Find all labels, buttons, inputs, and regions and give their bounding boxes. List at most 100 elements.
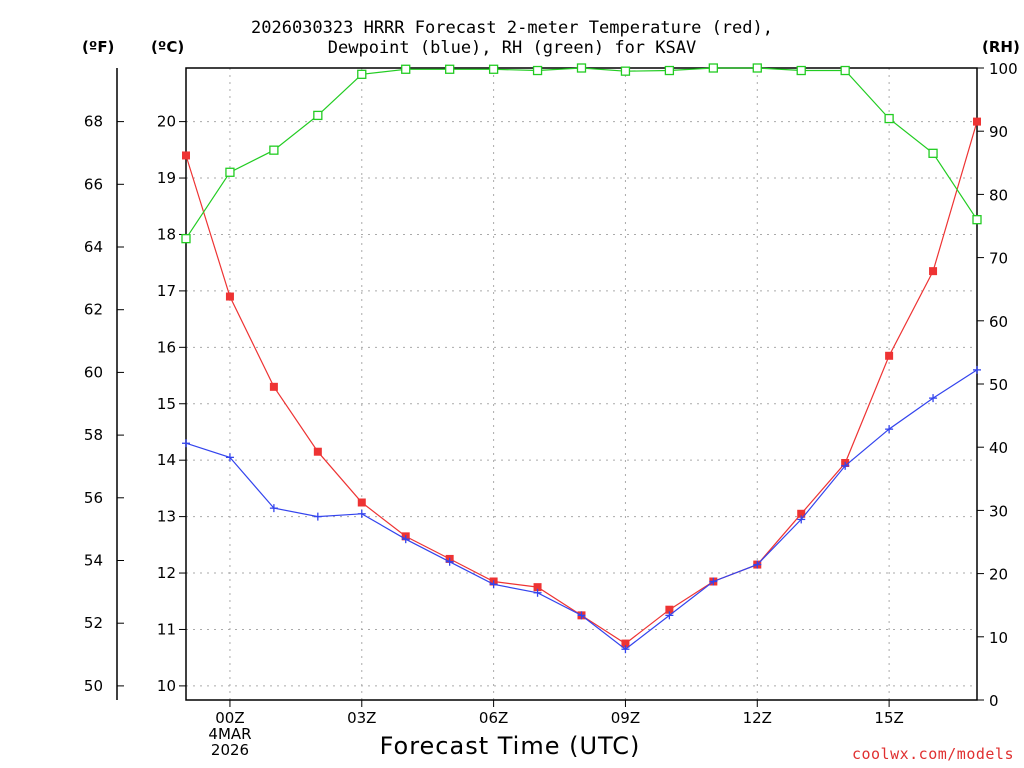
dewpoint-marker bbox=[357, 509, 366, 518]
fahrenheit-tick-label: 60 bbox=[84, 363, 103, 381]
date-label-month: 4MAR bbox=[208, 725, 252, 743]
rh-tick-label: 70 bbox=[989, 250, 1008, 268]
rh-tick-label: 20 bbox=[989, 566, 1008, 584]
dewpoint-marker bbox=[665, 611, 674, 620]
x-axis-title: Forecast Time (UTC) bbox=[379, 732, 641, 760]
rh-marker bbox=[576, 63, 587, 73]
rh-marker bbox=[269, 145, 279, 155]
celsius-tick-label: 10 bbox=[157, 677, 176, 695]
chart-title-line1: 2026030323 HRRR Forecast 2-meter Tempera… bbox=[251, 18, 773, 38]
rh-marker bbox=[664, 65, 675, 76]
rh-marker bbox=[401, 64, 411, 74]
dewpoint-marker bbox=[885, 425, 894, 434]
dewpoint-marker bbox=[313, 512, 322, 521]
rh-tick-label: 100 bbox=[989, 60, 1018, 78]
rh-tick-label: 90 bbox=[989, 123, 1008, 141]
rh-marker bbox=[313, 110, 323, 121]
fahrenheit-tick-label: 68 bbox=[84, 113, 103, 131]
celsius-tick-label: 19 bbox=[157, 169, 176, 187]
dewpoint-marker bbox=[973, 365, 981, 374]
date-label: 4MAR 2026 bbox=[200, 726, 260, 758]
temperature-marker bbox=[797, 509, 806, 518]
rh-marker bbox=[357, 69, 367, 79]
rh-marker bbox=[708, 63, 718, 73]
temperature-line bbox=[185, 121, 978, 645]
dewpoint-marker bbox=[401, 535, 410, 544]
fahrenheit-tick-label: 64 bbox=[84, 238, 103, 256]
rh-marker bbox=[225, 167, 235, 177]
celsius-tick-label: 13 bbox=[157, 508, 176, 526]
rh-marker bbox=[840, 65, 850, 76]
dewpoint-marker bbox=[797, 515, 806, 524]
series-layer bbox=[181, 63, 982, 654]
celsius-tick-label: 17 bbox=[157, 282, 176, 300]
rh-marker bbox=[620, 66, 631, 76]
rh-tick-label: 40 bbox=[989, 439, 1008, 457]
x-tick-label: 06Z bbox=[479, 709, 508, 727]
rh-marker bbox=[752, 63, 762, 73]
rh-marker bbox=[796, 65, 806, 76]
dewpoint-line bbox=[185, 369, 978, 650]
dewpoint-marker bbox=[533, 588, 542, 597]
fahrenheit-tick-label: 56 bbox=[84, 489, 103, 507]
x-tick-label: 00Z bbox=[215, 709, 244, 727]
x-tick-label: 12Z bbox=[743, 709, 772, 727]
rh-marker bbox=[884, 113, 894, 124]
dewpoint-marker bbox=[753, 560, 762, 569]
rh-tick-label: 10 bbox=[989, 629, 1008, 647]
temperature-marker bbox=[182, 151, 190, 160]
temperature-marker bbox=[665, 605, 674, 614]
plot-frame bbox=[185, 67, 978, 701]
temperature-marker bbox=[533, 583, 542, 592]
dewpoint-marker bbox=[445, 557, 454, 566]
celsius-tick-label: 14 bbox=[157, 451, 176, 469]
temperature-marker bbox=[313, 447, 322, 456]
date-label-year: 2026 bbox=[210, 741, 250, 759]
temperature-marker bbox=[621, 639, 630, 648]
rh-tick-label: 60 bbox=[989, 313, 1008, 331]
dewpoint-marker bbox=[577, 611, 586, 620]
dewpoint-marker bbox=[225, 453, 234, 462]
celsius-tick-label: 16 bbox=[157, 338, 176, 356]
rh-unit-label: (RH) bbox=[982, 38, 1020, 56]
tick-labels: 10 11 12 13 14 15 16 17 18 19 20 50 52 54 56 58 60 62 64 66… bbox=[84, 60, 1018, 727]
dewpoint-marker bbox=[709, 577, 718, 586]
fahrenheit-tick-label: 52 bbox=[84, 614, 103, 632]
fahrenheit-tick-label: 58 bbox=[84, 426, 103, 444]
dewpoint-marker bbox=[182, 439, 190, 448]
temperature-marker bbox=[357, 498, 366, 507]
celsius-tick-label: 18 bbox=[157, 225, 176, 243]
celsius-tick-label: 11 bbox=[157, 620, 176, 638]
fahrenheit-tick-label: 50 bbox=[84, 677, 103, 695]
fahrenheit-tick-label: 54 bbox=[84, 551, 103, 569]
rh-marker bbox=[928, 148, 938, 158]
celsius-tick-label: 15 bbox=[157, 395, 176, 413]
rh-tick-label: 0 bbox=[989, 692, 999, 710]
rh-line bbox=[185, 67, 978, 239]
x-tick-label: 09Z bbox=[611, 709, 640, 727]
fahrenheit-tick-label: 62 bbox=[84, 301, 103, 319]
dewpoint-marker bbox=[841, 461, 850, 470]
celsius-unit-label: (ºC) bbox=[151, 38, 184, 56]
chart-title-line2: Dewpoint (blue), RH (green) for KSAV bbox=[327, 38, 697, 58]
celsius-tick-label: 20 bbox=[157, 113, 176, 131]
x-tick-label: 15Z bbox=[874, 709, 903, 727]
rh-marker bbox=[972, 215, 982, 225]
rh-marker bbox=[181, 233, 191, 244]
dewpoint-marker bbox=[489, 580, 498, 589]
dewpoint-marker bbox=[929, 394, 938, 403]
temperature-marker bbox=[225, 292, 234, 301]
rh-tick-label: 30 bbox=[989, 502, 1008, 520]
temperature-marker bbox=[269, 382, 278, 391]
fahrenheit-tick-label: 66 bbox=[84, 175, 103, 193]
rh-tick-label: 80 bbox=[989, 186, 1008, 204]
celsius-tick-label: 12 bbox=[157, 564, 176, 582]
grid-lines bbox=[186, 68, 977, 700]
rh-marker bbox=[532, 65, 543, 76]
credit-text: coolwx.com/models bbox=[851, 745, 1014, 763]
fahrenheit-unit-label: (ºF) bbox=[82, 38, 114, 56]
temperature-marker bbox=[885, 351, 894, 360]
rh-marker bbox=[488, 64, 499, 74]
rh-tick-label: 50 bbox=[989, 376, 1008, 394]
